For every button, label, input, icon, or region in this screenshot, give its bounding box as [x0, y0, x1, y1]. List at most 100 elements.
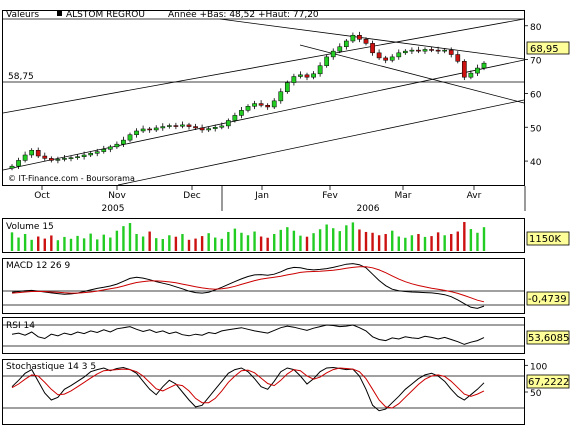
candle-body [304, 74, 310, 78]
volume-bar [299, 235, 302, 251]
volume-bar [273, 234, 276, 251]
candle-body [48, 158, 54, 161]
candle-body [180, 124, 185, 127]
candle-body [166, 125, 172, 127]
stoch-d-line [11, 367, 485, 409]
candlesticks [9, 31, 487, 171]
x-year-label: 2005 [102, 204, 125, 214]
volume-bar [391, 230, 394, 251]
candle-body [101, 148, 107, 152]
candle-body [88, 153, 94, 156]
volume-bar [56, 240, 60, 251]
last-price-label: 68,95 [530, 44, 559, 55]
header-label: Valeurs [6, 10, 39, 20]
channel-lower-down [299, 44, 525, 104]
candle-body [271, 100, 277, 108]
candle-body [232, 115, 238, 121]
candle-body [324, 56, 330, 66]
candle-body [121, 139, 126, 145]
volume-bar [410, 235, 414, 251]
volume-bar [436, 232, 440, 251]
candle-body [55, 159, 61, 161]
volume-badge [526, 231, 570, 246]
candle-body [416, 49, 421, 52]
candle-body [225, 120, 231, 127]
volume-bars [10, 222, 486, 251]
candle-body [42, 155, 48, 159]
volume-bar [312, 233, 315, 251]
volume-bar [279, 229, 282, 251]
channel-base-up [117, 99, 525, 186]
candle-body [435, 49, 441, 52]
stoch-k-line [11, 366, 485, 412]
stoch-panel-frame [2, 359, 525, 425]
header-stats: Année +Bas: 48,52 +Haut: 77,20 [168, 9, 319, 20]
volume-bar [463, 222, 466, 251]
volume-bar [266, 237, 269, 251]
channel-upper-up [2, 18, 525, 114]
volume-bar [187, 239, 191, 251]
stoch-y-tick-label: 50 [530, 389, 542, 399]
volume-bar [194, 238, 197, 251]
candle-body [140, 128, 146, 132]
volume-bar [207, 233, 210, 251]
last-price-badge [526, 41, 570, 55]
candle-body [206, 128, 212, 131]
volume-bar [384, 234, 387, 251]
volume-value-label: 1150K [529, 234, 561, 245]
volume-bar [82, 238, 86, 251]
macd-value-label: -0,4739 [528, 294, 567, 305]
stoch-badge [526, 374, 570, 389]
volume-bar [443, 235, 446, 251]
candle-body [199, 127, 205, 131]
candle-body [442, 49, 448, 52]
candle-body [127, 134, 133, 141]
candle-body [186, 124, 192, 127]
candle-body [363, 39, 369, 44]
candle-body [160, 126, 166, 129]
candle-body [29, 150, 35, 156]
x-month-label: Dec [183, 191, 200, 201]
volume-bar [200, 236, 204, 251]
volume-bar [115, 230, 119, 251]
candle-body [219, 125, 225, 128]
candle-body [284, 82, 290, 92]
candle-body [468, 72, 474, 78]
volume-bar [286, 227, 289, 251]
rsi-title: RSI 14 [6, 321, 35, 331]
candle-body [134, 130, 139, 135]
macd-title: MACD 12 26 9 [6, 261, 70, 271]
candle-body [9, 165, 15, 169]
support-label: 58,75 [8, 72, 34, 82]
x-month-label: Mar [395, 191, 412, 201]
volume-bar [141, 236, 145, 251]
volume-bar [50, 235, 53, 251]
volume-bar [181, 234, 184, 251]
volume-bar [259, 236, 263, 251]
candle-body [35, 150, 41, 157]
candle-body [383, 57, 389, 61]
rsi-value-label: 53,6085 [528, 333, 569, 344]
candle-body [481, 62, 487, 69]
candle-body [455, 54, 461, 62]
volume-bar [214, 237, 217, 251]
volume-bar [404, 237, 407, 251]
candle-body [68, 157, 74, 159]
candle-body [330, 50, 336, 58]
volume-bar [161, 238, 164, 251]
candle-body [75, 156, 80, 158]
volume-bar [227, 231, 230, 251]
candle-body [350, 34, 356, 42]
volume-bar [233, 228, 237, 251]
volume-bar [325, 224, 328, 251]
candle-body [252, 103, 257, 107]
macd-signal-line [11, 266, 485, 303]
x-month-label: Jan [254, 191, 269, 201]
volume-bar [168, 235, 171, 251]
volume-bar [364, 231, 368, 251]
volume-bar [96, 239, 99, 251]
volume-bar [155, 238, 158, 251]
volume-bar [345, 225, 348, 251]
candle-body [212, 127, 218, 129]
candle-body [370, 43, 375, 54]
